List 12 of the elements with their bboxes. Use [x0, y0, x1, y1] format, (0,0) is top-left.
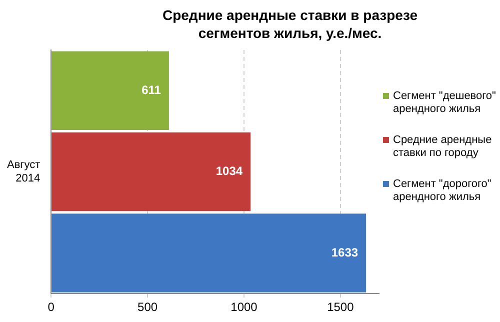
data-label: 1633 [331, 245, 358, 260]
data-label: 611 [142, 82, 162, 97]
legend-label: Средние арендные ставки по городу [393, 134, 493, 160]
x-tick-label: 1000 [230, 300, 258, 314]
x-tick-label: 0 [48, 300, 55, 314]
x-tick-label: 1500 [327, 300, 354, 314]
data-label: 1034 [216, 164, 243, 178]
x-tick-label: 500 [138, 300, 158, 314]
legend-label: Сегмент "дорогого" арендного жилья [393, 178, 492, 204]
legend-label: Сегмент "дешевого" арендного жилья [393, 90, 497, 116]
y-tick-label: Август 2014 [7, 159, 40, 184]
chart-title: Средние арендные ставки в разрезе сегментов жилья, у.е./мес. [161, 6, 419, 42]
